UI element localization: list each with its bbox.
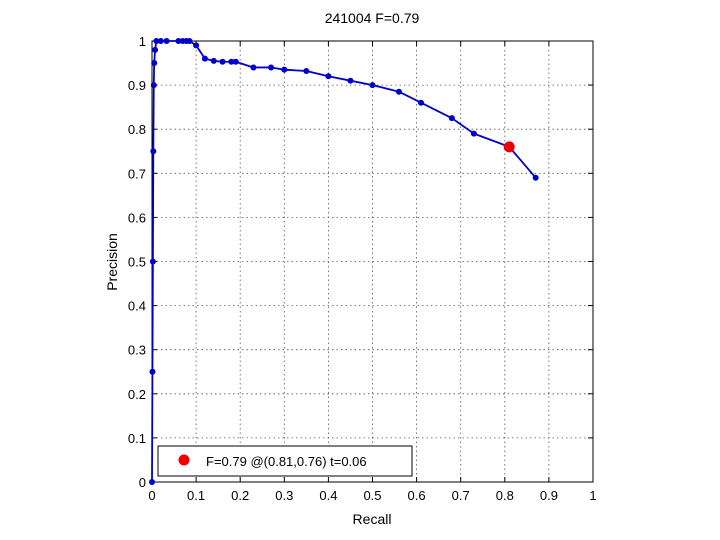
data-point [150,82,157,89]
y-tick-label: 0.3 [128,343,146,358]
data-point [303,67,310,74]
data-point [149,368,156,375]
data-point [250,64,257,71]
data-point [193,42,200,49]
data-point [149,258,156,265]
data-point [152,46,159,53]
legend-label: F=0.79 @(0.81,0.76) t=0.06 [206,454,367,469]
x-tick-label: 0.9 [540,488,558,503]
data-point [369,82,376,89]
chart-title: 241004 F=0.79 [325,10,420,26]
y-tick-label: 0.6 [128,210,146,225]
data-point [281,66,288,73]
y-tick-label: 0.1 [128,431,146,446]
data-point [157,38,164,44]
data-point [470,130,477,137]
y-axis-label: Precision [104,233,120,291]
x-tick-label: 0.7 [452,488,470,503]
y-tick-label: 1 [139,34,146,49]
highlight-group [503,141,515,153]
y-tick-label: 0.9 [128,78,146,93]
y-tick-label: 0.2 [128,387,146,402]
data-point [532,174,539,181]
y-tick-label: 0.7 [128,166,146,181]
legend: F=0.79 @(0.81,0.76) t=0.06 [157,445,413,477]
x-tick-label: 0.2 [231,488,249,503]
x-tick-label: 0.6 [408,488,426,503]
x-tick-label: 1 [589,488,596,503]
data-point [151,60,158,67]
y-tick-label: 0.5 [128,255,146,270]
data-point [418,99,425,106]
x-tick-label: 0.4 [319,488,337,503]
x-tick-labels: 0 0.1 0.2 0.3 0.4 0.5 0.6 0.7 0.8 0.9 1 [148,488,596,503]
x-axis-label: Recall [353,511,392,527]
y-tick-label: 0 [139,475,146,490]
data-point [347,77,354,84]
data-point [201,55,208,62]
legend-marker [178,454,190,466]
data-point [219,58,226,65]
y-tick-label: 0.8 [128,122,146,137]
x-tick-label: 0.1 [187,488,205,503]
legend-box [157,445,413,477]
data-point [150,148,157,155]
data-point [153,38,160,44]
data-point [448,115,455,122]
grid-lines [152,41,593,482]
highlight-point [503,141,515,153]
data-point [228,58,235,65]
x-tick-label: 0 [148,488,155,503]
x-tick-label: 0.3 [275,488,293,503]
y-tick-label: 0.4 [128,299,146,314]
data-point [232,58,239,65]
data-point [149,479,155,485]
x-tick-label: 0.5 [363,488,381,503]
y-tick-labels: 0 0.1 0.2 0.3 0.4 0.5 0.6 0.7 0.8 0.9 1 [128,34,146,490]
x-tick-label: 0.8 [496,488,514,503]
data-point [268,64,275,71]
data-point [395,88,402,95]
data-point [210,57,217,64]
data-point [175,38,182,44]
data-point [163,38,170,44]
data-point [325,73,332,80]
data-point [186,38,193,44]
